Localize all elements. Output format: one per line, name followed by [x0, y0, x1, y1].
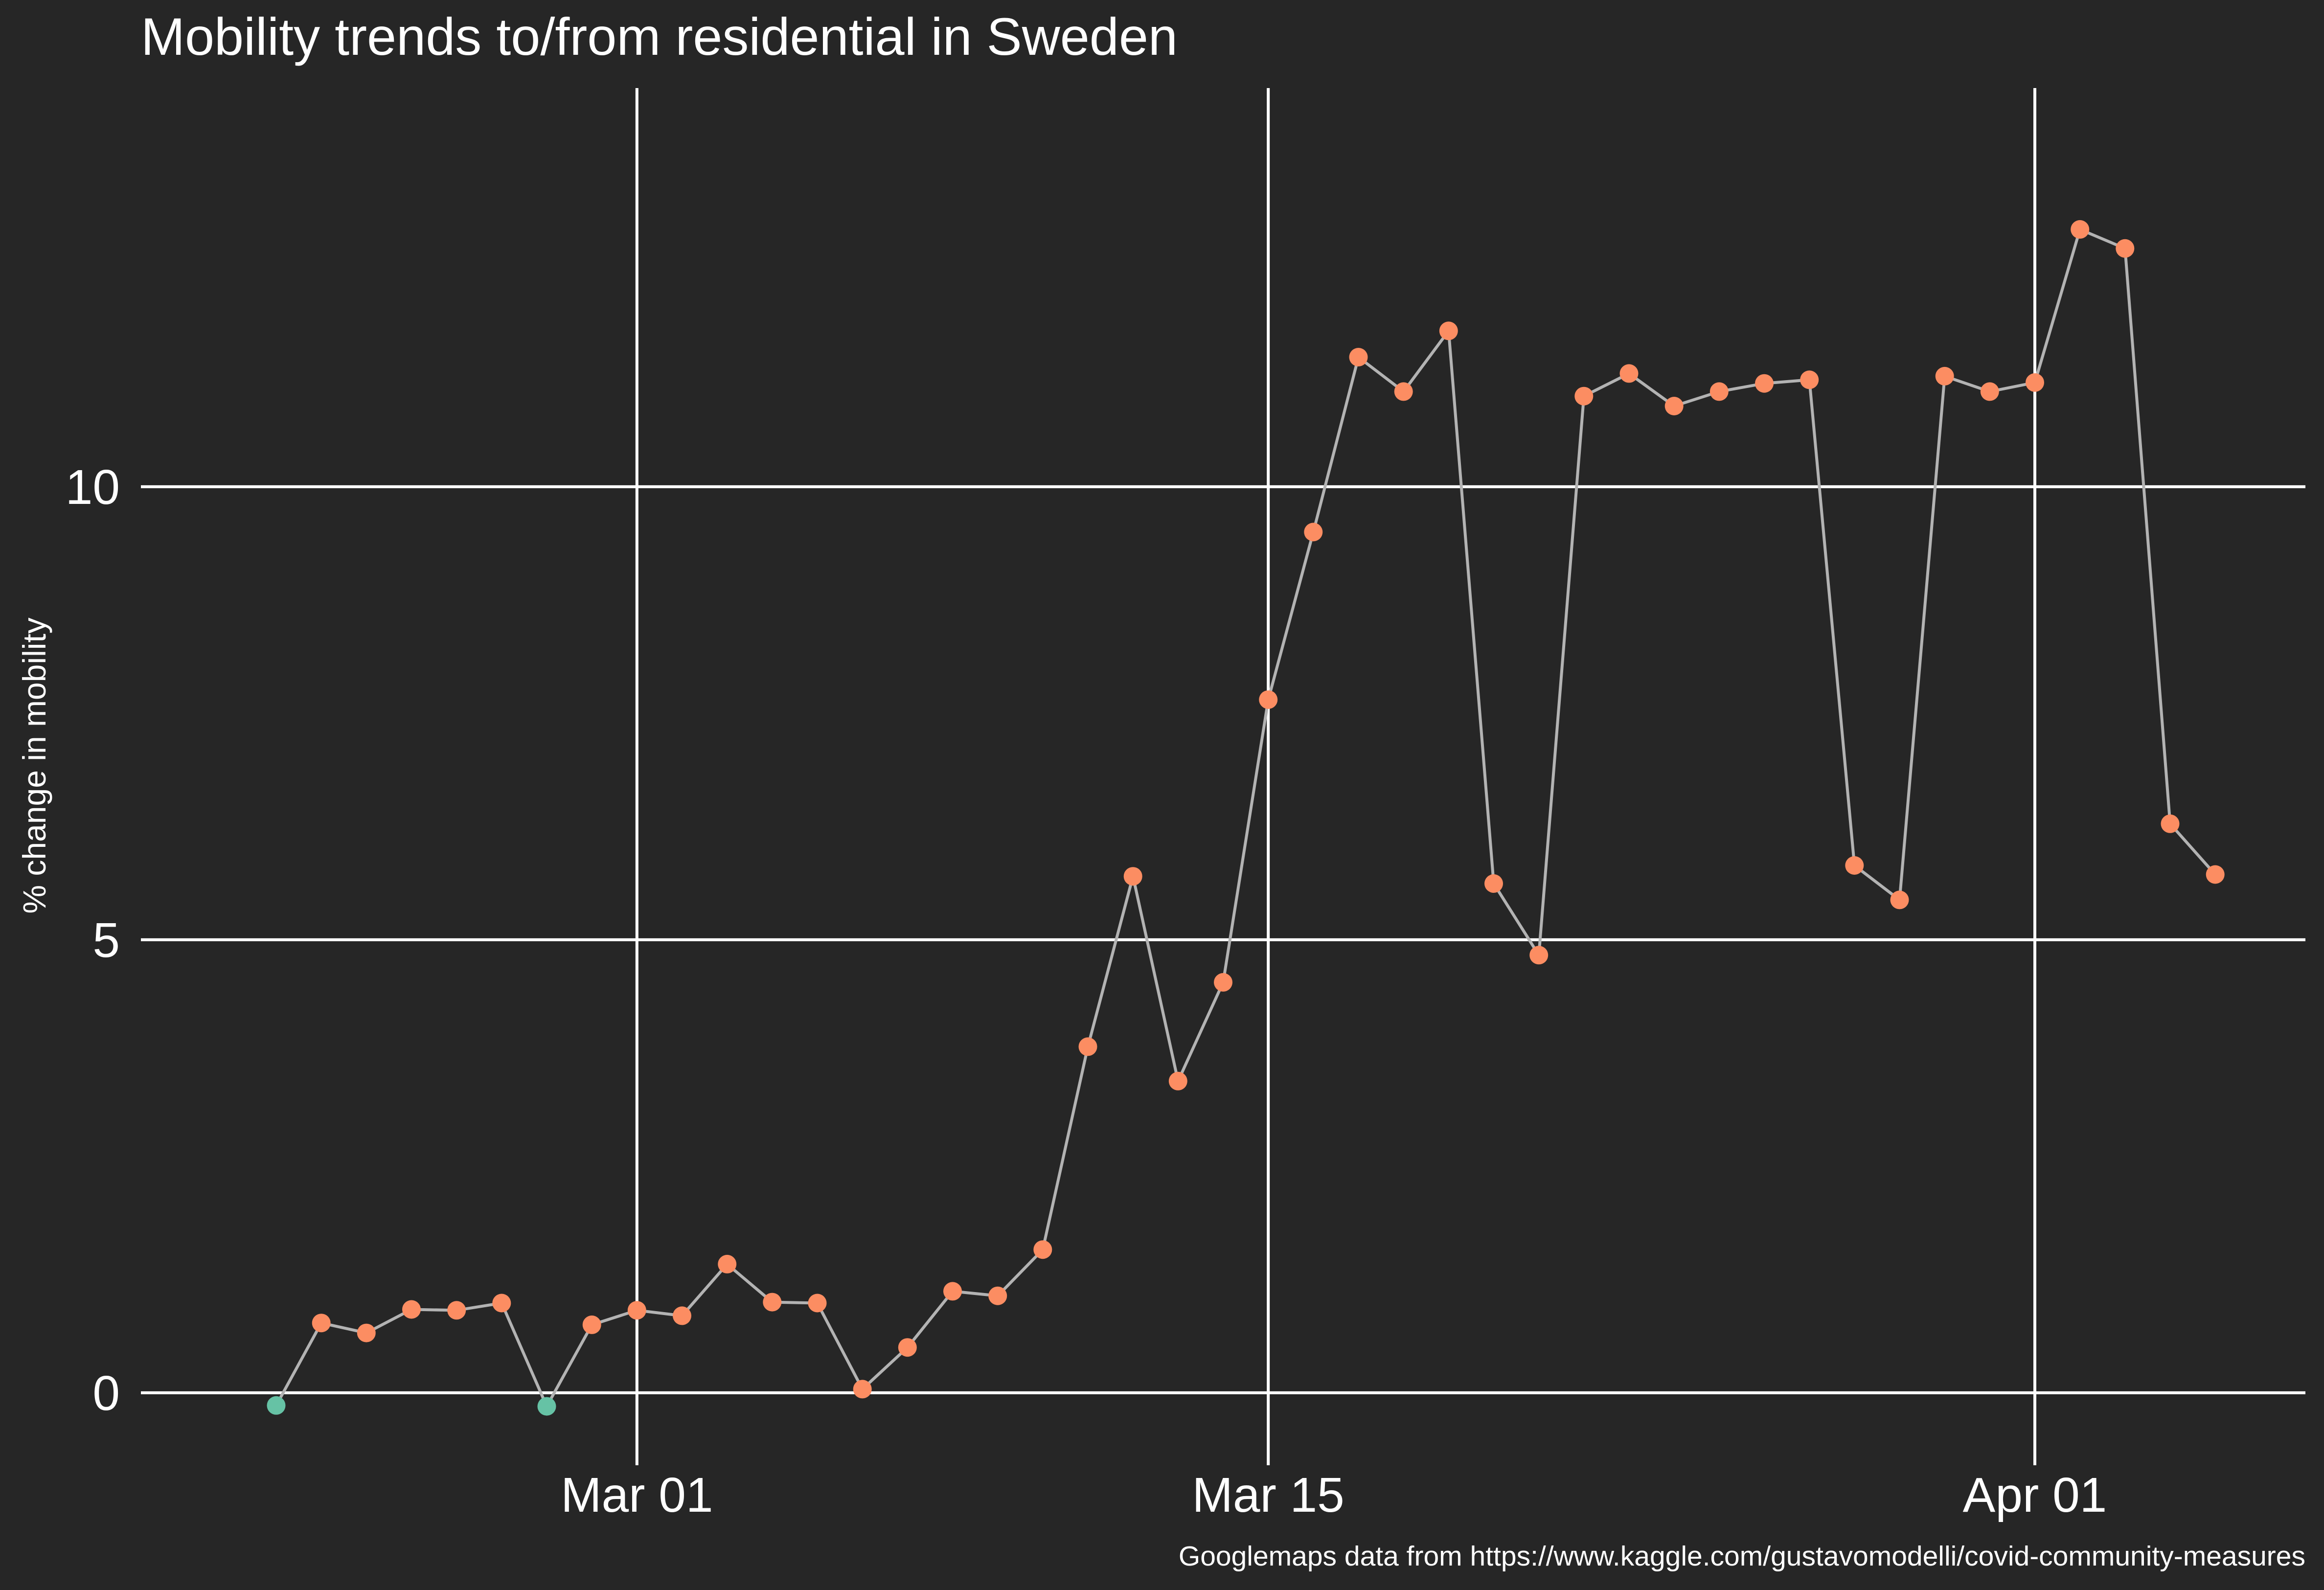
x-tick-label-2: Apr 01: [1963, 1468, 2107, 1522]
data-point-30: [1619, 364, 1639, 383]
data-point-16: [988, 1286, 1007, 1305]
data-point-34: [1800, 370, 1819, 389]
y-tick-label-1: 5: [92, 913, 120, 968]
data-point-29: [1574, 386, 1594, 406]
data-point-19: [1123, 867, 1142, 886]
data-point-1: [312, 1314, 331, 1333]
data-point-28: [1529, 946, 1549, 965]
x-tick-label-0: Mar 01: [561, 1468, 713, 1522]
chart-title: Mobility trends to/from residential in S…: [141, 7, 1178, 66]
data-point-39: [2026, 373, 2044, 392]
data-point-33: [1755, 374, 1774, 393]
data-point-5: [492, 1294, 511, 1313]
data-point-15: [943, 1282, 962, 1301]
data-point-26: [1439, 321, 1458, 341]
point-layer: [267, 220, 2225, 1416]
data-point-36: [1890, 890, 1909, 909]
data-point-6: [537, 1397, 556, 1416]
data-point-31: [1664, 397, 1684, 415]
data-point-13: [853, 1380, 872, 1399]
data-point-43: [2206, 865, 2225, 884]
data-point-10: [718, 1254, 737, 1273]
data-point-9: [673, 1306, 691, 1325]
data-point-38: [1980, 382, 1999, 401]
data-point-40: [2071, 220, 2090, 239]
data-point-7: [582, 1315, 601, 1334]
y-axis-label: % change in mobility: [16, 617, 52, 913]
data-point-17: [1033, 1240, 1052, 1259]
data-point-12: [808, 1294, 827, 1313]
data-point-8: [627, 1301, 646, 1320]
data-point-11: [763, 1293, 782, 1312]
data-point-23: [1304, 522, 1323, 542]
data-point-25: [1394, 382, 1413, 401]
data-point-20: [1168, 1071, 1187, 1090]
data-point-21: [1214, 973, 1232, 992]
grid-layer: [141, 88, 2305, 1465]
data-point-4: [447, 1301, 466, 1320]
data-point-42: [2161, 814, 2180, 833]
data-point-24: [1349, 348, 1368, 366]
x-tick-label-1: Mar 15: [1192, 1468, 1344, 1522]
data-point-22: [1259, 690, 1278, 709]
data-point-41: [2116, 239, 2135, 258]
data-point-32: [1709, 382, 1729, 401]
data-point-37: [1935, 366, 1954, 386]
label-layer: 0 5 10 Mar 01 Mar 15 Apr 01: [66, 460, 2107, 1522]
data-point-3: [402, 1300, 421, 1319]
data-point-35: [1845, 856, 1864, 875]
data-point-2: [357, 1323, 376, 1342]
data-point-0: [267, 1396, 286, 1415]
y-tick-label-0: 0: [92, 1366, 120, 1421]
y-tick-label-2: 10: [66, 460, 120, 515]
source-caption: Googlemaps data from https://www.kaggle.…: [1179, 1541, 2305, 1572]
data-point-27: [1484, 874, 1503, 893]
data-point-18: [1078, 1037, 1097, 1056]
data-point-14: [898, 1338, 917, 1357]
